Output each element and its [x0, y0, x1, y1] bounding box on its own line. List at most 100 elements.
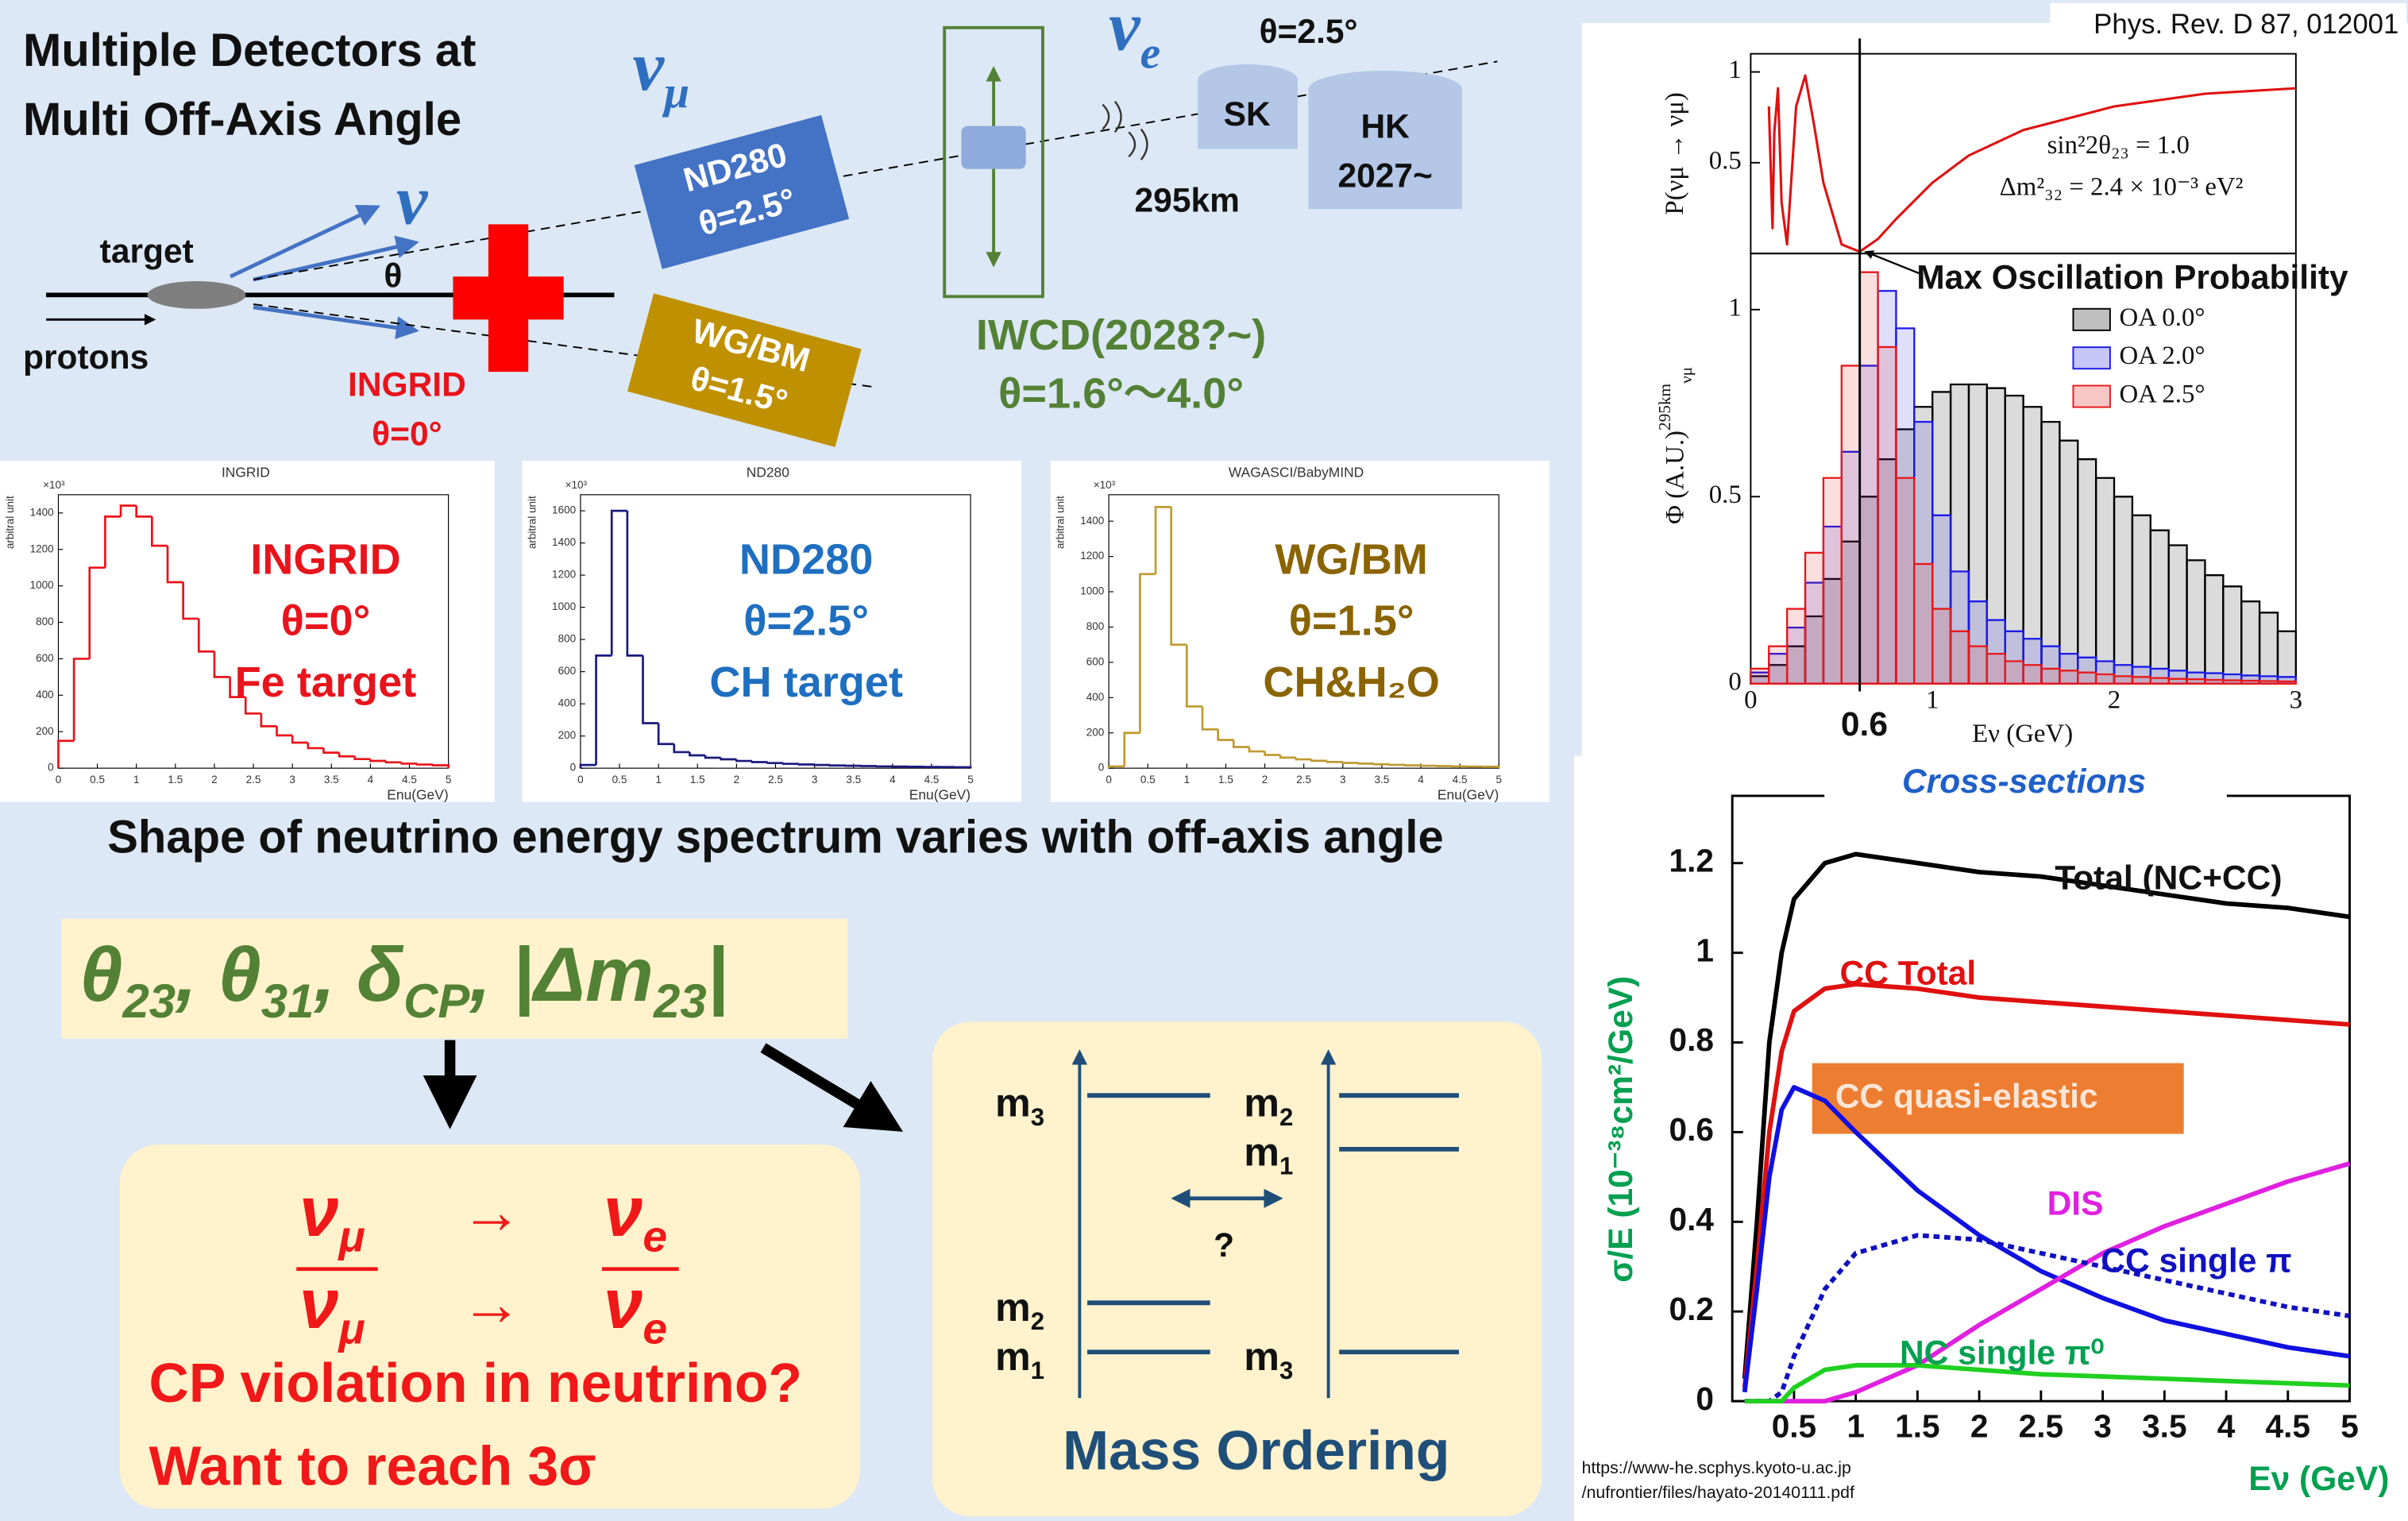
y-tick-label: 1000	[552, 600, 576, 612]
histogram-bin	[1750, 669, 1769, 684]
x-tick-label: 5	[967, 774, 974, 786]
y-tick-label: 800	[1086, 620, 1105, 632]
x-tick-label: 3	[812, 774, 818, 786]
x-axis-label: Enu(GeV)	[909, 787, 971, 803]
y-tick-label: 1400	[1080, 515, 1104, 527]
annotation: sin²2θ₂₃ = 1.0	[2047, 131, 2190, 160]
histogram-bin	[2187, 560, 2205, 683]
y-tick-label: 1	[1696, 932, 1714, 968]
arrow-symbol: →	[461, 1270, 522, 1338]
histogram-bin	[2169, 679, 2187, 684]
x-tick-label: 2	[211, 774, 218, 786]
reference: Phys. Rev. D 87, 012001	[2093, 9, 2398, 40]
y-multiplier: ×10³	[1094, 479, 1116, 491]
spectrum-label: INGRID	[250, 535, 400, 583]
neutrino-part: e	[643, 1303, 667, 1353]
histogram-bin	[2132, 515, 2151, 684]
neutrino-part: ν	[604, 1171, 643, 1250]
label: 295km	[1135, 182, 1240, 220]
x-tick-label: 0	[1744, 686, 1757, 715]
histogram-bin	[2096, 478, 2114, 684]
x-tick-label: 1	[1847, 1408, 1865, 1445]
y-tick-label: 1400	[552, 536, 576, 548]
x-tick-label: 1	[1184, 774, 1190, 786]
histogram-bin	[417, 763, 433, 764]
mass-label-part: 2	[1031, 1307, 1044, 1335]
histogram-bin	[1327, 761, 1343, 762]
x-tick-label: 0.5	[1140, 774, 1156, 786]
cp-text: Want to reach 3σ	[149, 1435, 596, 1497]
legend-label: OA 0.0°	[2119, 303, 2205, 332]
y-tick-label: 0.8	[1669, 1021, 1714, 1058]
ingrid-cross	[453, 276, 563, 319]
y-tick-label: 0.6	[1669, 1111, 1714, 1148]
x-tick-label: 2	[734, 774, 740, 786]
histogram-bin	[2205, 575, 2223, 684]
x-tick-label: 4	[2217, 1408, 2236, 1445]
x-tick-label: 0.5	[1772, 1408, 1816, 1445]
histogram-bin	[2114, 676, 2132, 683]
y-multiplier: ×10³	[43, 479, 65, 491]
y-axis-label: arbitral unit	[4, 496, 16, 549]
histogram-bin	[1842, 365, 1860, 683]
legend-swatch	[2073, 309, 2109, 330]
y-multiplier: ×10³	[565, 479, 588, 491]
label: θ=0°	[372, 415, 442, 454]
neutrino-part: μ	[338, 1211, 365, 1260]
y-tick-label: 400	[36, 689, 54, 701]
y-tick-label: 600	[36, 652, 54, 664]
x-axis-label: Eν (GeV)	[2248, 1460, 2389, 1498]
series-label: CC single π	[2101, 1241, 2291, 1280]
label: IWCD(2028?~)	[976, 311, 1266, 359]
y-tick-label: 0	[1696, 1380, 1714, 1417]
series-label: Total (NC+CC)	[2055, 859, 2282, 898]
label: θ=1.6°～4.0°	[998, 369, 1244, 417]
x-tick-label: 5	[446, 774, 452, 786]
x-tick-label: 3.5	[1375, 774, 1390, 786]
series-label: DIS	[2047, 1185, 2104, 1223]
spectrum-label: θ=2.5°	[743, 597, 869, 645]
mass-label-part: 3	[1031, 1103, 1044, 1131]
parameters-part: 23	[653, 975, 707, 1028]
panel	[0, 461, 495, 801]
y-axis-label: arbitral unit	[527, 496, 538, 549]
x-tick-label: 0.5	[612, 774, 627, 786]
neutrino-part: ν	[299, 1171, 338, 1250]
mass-label-part: m	[1244, 1129, 1279, 1175]
histogram-bin	[830, 765, 846, 766]
histogram-bin	[2241, 601, 2259, 684]
x-tick-label: 2	[1262, 774, 1268, 786]
y-tick-label: 1.2	[1669, 842, 1714, 878]
legend-swatch	[2073, 347, 2109, 369]
y-tick-label: 1200	[30, 542, 54, 554]
chart-title: Cross-sections	[1902, 762, 2146, 801]
histogram-bin	[2041, 669, 2059, 684]
histogram-bin	[2024, 665, 2042, 684]
mass-label-part: 1	[1031, 1357, 1044, 1384]
parameters-part: CP	[403, 975, 470, 1028]
chart-title: WAGASCI/BabyMIND	[1229, 464, 1364, 480]
label: target	[100, 232, 194, 270]
parameters-part: , |Δm	[469, 932, 654, 1017]
x-tick-label: 2.5	[768, 774, 783, 786]
spectrum-label: CH&H₂O	[1263, 658, 1440, 706]
x-tick-label: 1	[1926, 686, 1939, 715]
histogram-bin	[2223, 681, 2241, 684]
x-tick-label: 5	[2340, 1408, 2359, 1445]
histogram-bin	[1860, 272, 1878, 684]
x-tick-label: 3.5	[324, 774, 339, 786]
caption: Shape of neutrino energy spectrum varies…	[107, 811, 1444, 863]
label: θ	[384, 257, 402, 295]
mass-label-part: 1	[1279, 1152, 1293, 1180]
spectrum-label: θ=0°	[281, 597, 371, 645]
histogram-bin	[2114, 496, 2132, 683]
y-axis-label: P(νμ → νμ)	[1661, 92, 1689, 214]
mass-label-part: m	[995, 1284, 1031, 1330]
y-tick-label: 200	[558, 729, 577, 741]
x-tick-label: 3.5	[2142, 1408, 2186, 1445]
label: 2027~	[1337, 157, 1432, 195]
histogram-bin	[2259, 681, 2278, 683]
x-axis-label: Eν (GeV)	[1972, 720, 2073, 748]
x-tick-label: 1	[655, 774, 662, 786]
nu-e-part: ν	[1109, 0, 1141, 66]
